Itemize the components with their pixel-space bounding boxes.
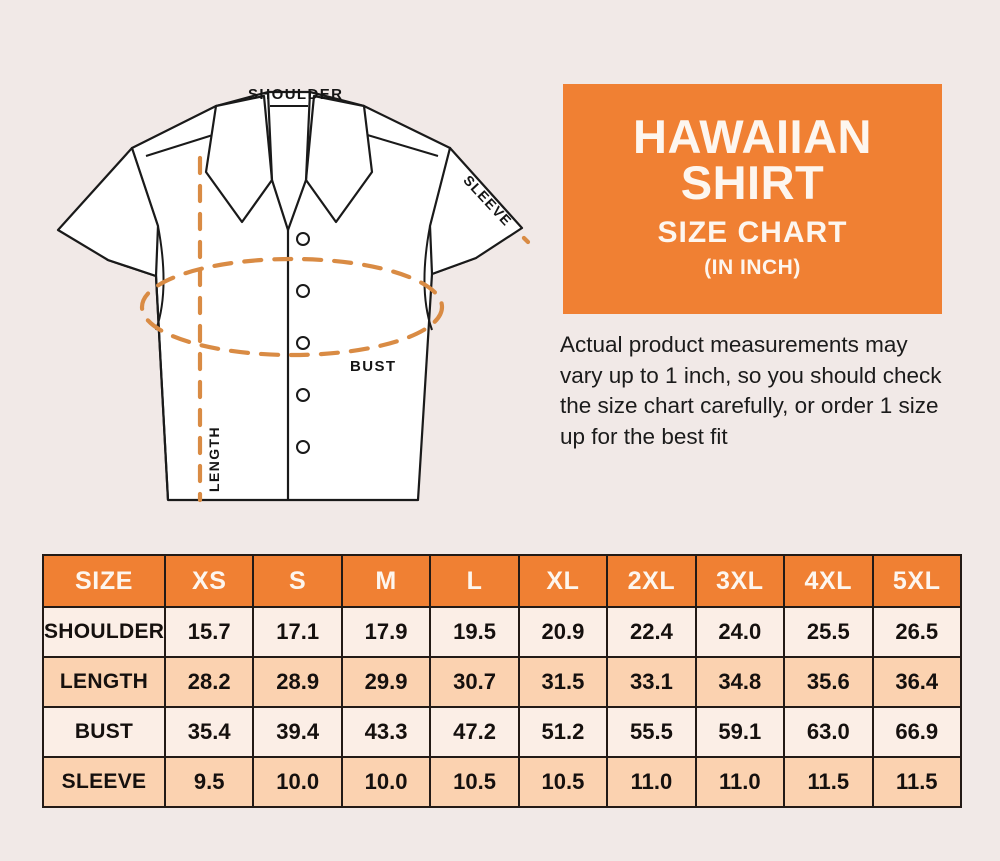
title-card: HAWAIIAN SHIRT SIZE CHART (IN INCH) (563, 84, 942, 314)
shirt-button (296, 440, 310, 454)
cell-bust-xs: 35.4 (163, 706, 255, 758)
cell-length-3xl: 34.8 (694, 656, 786, 708)
cell-sleeve-m: 10.0 (340, 756, 432, 808)
cell-sleeve-3xl: 11.0 (694, 756, 786, 808)
cell-sleeve-5xl: 11.5 (871, 756, 962, 808)
shirt-button (296, 388, 310, 402)
row-label-bust: BUST (42, 706, 166, 758)
table-row: SHOULDER 15.7 17.1 17.9 19.5 20.9 22.4 24.0 25.5… (42, 606, 962, 658)
header-size-xl: XL (517, 554, 609, 608)
shirt-illustration (56, 90, 531, 503)
cell-length-5xl: 36.4 (871, 656, 962, 708)
header-size-s: S (252, 554, 343, 608)
length-label: LENGTH (206, 426, 222, 492)
left-sleeve (56, 146, 160, 278)
shirt-button (296, 336, 310, 350)
table-header-row: SIZE XS S M L XL 2XL 3XL 4XL 5XL (42, 554, 962, 608)
cell-shoulder-s: 17.1 (252, 606, 343, 658)
shirt-button (296, 232, 310, 246)
header-size: SIZE (42, 554, 166, 608)
cell-bust-3xl: 59.1 (694, 706, 786, 758)
collar-stand (266, 90, 312, 232)
title-unit: (IN INCH) (704, 256, 801, 280)
row-label-length: LENGTH (42, 656, 166, 708)
cell-shoulder-3xl: 24.0 (694, 606, 786, 658)
cell-bust-xl: 51.2 (517, 706, 609, 758)
title-main: HAWAIIAN SHIRT (633, 113, 872, 209)
row-label-sleeve: SLEEVE (42, 756, 166, 808)
cell-sleeve-xl: 10.5 (517, 756, 609, 808)
cell-sleeve-4xl: 11.5 (783, 756, 874, 808)
description-text: Actual product measurements may vary up … (560, 332, 942, 449)
collar-right (304, 94, 374, 224)
shirt-diagram: SHOULDER SLEEVE BUST LENGTH (20, 30, 560, 520)
right-sleeve (428, 146, 524, 276)
yoke-seam (145, 133, 439, 157)
header-size-2xl: 2XL (606, 554, 697, 608)
cell-length-s: 28.9 (252, 656, 343, 708)
cell-length-4xl: 35.6 (783, 656, 874, 708)
header-size-xs: XS (163, 554, 255, 608)
cell-bust-s: 39.4 (252, 706, 343, 758)
cell-length-xl: 31.5 (517, 656, 609, 708)
table-row: SLEEVE 9.5 10.0 10.0 10.5 10.5 11.0 11.0 11.5 11.… (42, 756, 962, 808)
cell-length-m: 29.9 (340, 656, 432, 708)
cell-length-2xl: 33.1 (606, 656, 697, 708)
header-size-5xl: 5XL (871, 554, 962, 608)
cell-bust-4xl: 63.0 (783, 706, 874, 758)
cell-bust-m: 43.3 (340, 706, 432, 758)
header-size-3xl: 3XL (694, 554, 786, 608)
cell-shoulder-xl: 20.9 (517, 606, 609, 658)
table-row: LENGTH 28.2 28.9 29.9 30.7 31.5 33.1 34.8 35.6 36… (42, 656, 962, 708)
row-label-shoulder: SHOULDER (42, 606, 166, 658)
cell-bust-2xl: 55.5 (606, 706, 697, 758)
table-row: BUST 35.4 39.4 43.3 47.2 51.2 55.5 59.1 63.0 66.9 (42, 706, 962, 758)
cell-shoulder-5xl: 26.5 (871, 606, 962, 658)
cell-sleeve-l: 10.5 (429, 756, 520, 808)
size-table: SIZE XS S M L XL 2XL 3XL 4XL 5XL SHOULDER 15.7 17.… (42, 554, 962, 808)
cell-sleeve-xs: 9.5 (163, 756, 255, 808)
cell-shoulder-4xl: 25.5 (783, 606, 874, 658)
cell-sleeve-2xl: 11.0 (606, 756, 697, 808)
shoulder-label: SHOULDER (248, 86, 344, 103)
header-size-m: M (340, 554, 432, 608)
size-table-head: SIZE XS S M L XL 2XL 3XL 4XL 5XL (42, 554, 962, 608)
cell-sleeve-s: 10.0 (252, 756, 343, 808)
title-subtitle: SIZE CHART (657, 216, 848, 250)
size-table-body: SHOULDER 15.7 17.1 17.9 19.5 20.9 22.4 24.0 25.5… (42, 606, 962, 808)
shirt-button (296, 284, 310, 298)
collar-left (204, 94, 274, 224)
bust-label: BUST (350, 358, 397, 375)
cell-bust-5xl: 66.9 (871, 706, 962, 758)
title-line-1: HAWAIIAN (633, 109, 872, 163)
header-size-4xl: 4XL (783, 554, 874, 608)
cell-shoulder-xs: 15.7 (163, 606, 255, 658)
cell-length-xs: 28.2 (163, 656, 255, 708)
cell-shoulder-m: 17.9 (340, 606, 432, 658)
cell-bust-l: 47.2 (429, 706, 520, 758)
cell-shoulder-l: 19.5 (429, 606, 520, 658)
cell-shoulder-2xl: 22.4 (606, 606, 697, 658)
header-size-l: L (429, 554, 520, 608)
title-line-2: SHIRT (680, 156, 825, 209)
size-table-container: SIZE XS S M L XL 2XL 3XL 4XL 5XL SHOULDER 15.7 17.… (42, 554, 962, 808)
cell-length-l: 30.7 (429, 656, 520, 708)
bust-measure-line (139, 256, 445, 358)
